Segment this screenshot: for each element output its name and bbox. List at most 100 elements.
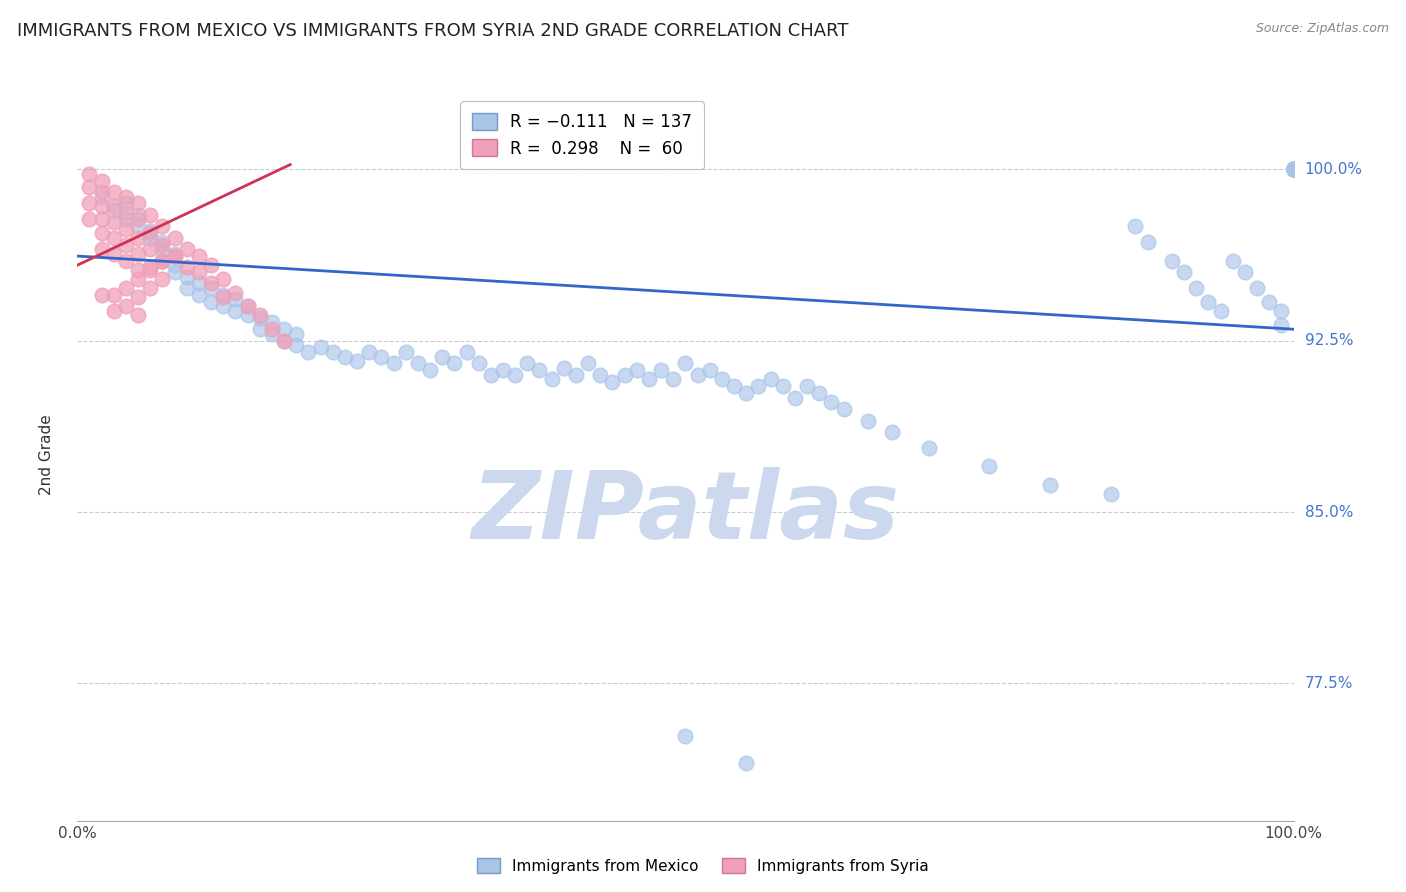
Point xyxy=(127,212,149,227)
Text: ZIPatlas: ZIPatlas xyxy=(471,467,900,559)
Point xyxy=(686,368,709,382)
Point xyxy=(79,167,101,181)
Point xyxy=(443,356,465,371)
Point xyxy=(176,260,198,275)
Point xyxy=(783,391,806,405)
Point xyxy=(1282,162,1305,177)
Point xyxy=(273,334,295,348)
Point xyxy=(1282,162,1305,177)
Point xyxy=(1209,304,1232,318)
Point xyxy=(723,379,745,393)
Point xyxy=(139,224,162,238)
Point xyxy=(589,368,612,382)
Point xyxy=(90,242,112,256)
Point xyxy=(176,281,198,295)
Point xyxy=(772,379,794,393)
Point xyxy=(163,247,186,261)
Point xyxy=(309,341,332,355)
Point xyxy=(127,196,149,211)
Point xyxy=(553,361,575,376)
Point xyxy=(1270,304,1292,318)
Point xyxy=(918,441,941,455)
Point xyxy=(90,288,112,302)
Point xyxy=(200,258,222,272)
Point xyxy=(79,196,101,211)
Point xyxy=(273,334,295,348)
Point xyxy=(152,219,174,234)
Point xyxy=(1185,281,1208,295)
Point xyxy=(1136,235,1159,250)
Point xyxy=(236,309,259,323)
Point xyxy=(163,249,186,263)
Point xyxy=(1099,487,1122,501)
Point xyxy=(285,326,308,341)
Point xyxy=(382,356,405,371)
Point xyxy=(285,338,308,352)
Point xyxy=(273,322,295,336)
Legend: Immigrants from Mexico, Immigrants from Syria: Immigrants from Mexico, Immigrants from … xyxy=(471,852,935,880)
Point xyxy=(1282,162,1305,177)
Point xyxy=(152,253,174,268)
Point xyxy=(430,350,453,364)
Point xyxy=(127,247,149,261)
Point xyxy=(103,247,125,261)
Point xyxy=(467,356,489,371)
Point xyxy=(115,237,138,252)
Point xyxy=(249,322,271,336)
Point xyxy=(856,414,879,428)
Point xyxy=(115,205,138,219)
Point xyxy=(1282,162,1305,177)
Text: 77.5%: 77.5% xyxy=(1305,676,1353,691)
Point xyxy=(127,309,149,323)
Point xyxy=(212,288,235,302)
Point xyxy=(176,242,198,256)
Point xyxy=(115,196,138,211)
Point xyxy=(699,363,721,377)
Point xyxy=(613,368,636,382)
Text: IMMIGRANTS FROM MEXICO VS IMMIGRANTS FROM SYRIA 2ND GRADE CORRELATION CHART: IMMIGRANTS FROM MEXICO VS IMMIGRANTS FRO… xyxy=(17,22,848,40)
Point xyxy=(103,288,125,302)
Point xyxy=(419,363,441,377)
Point xyxy=(249,310,271,325)
Point xyxy=(139,262,162,277)
Point xyxy=(735,386,758,401)
Point xyxy=(456,345,478,359)
Point xyxy=(79,180,101,194)
Point xyxy=(152,242,174,256)
Point xyxy=(735,756,758,771)
Point xyxy=(127,219,149,234)
Point xyxy=(406,356,429,371)
Point xyxy=(370,350,392,364)
Point xyxy=(1282,162,1305,177)
Point xyxy=(516,356,538,371)
Point xyxy=(1282,162,1305,177)
Point xyxy=(103,304,125,318)
Point xyxy=(529,363,551,377)
Point xyxy=(127,208,149,222)
Point xyxy=(212,272,235,286)
Point xyxy=(820,395,842,409)
Point xyxy=(139,231,162,245)
Point xyxy=(333,350,356,364)
Point xyxy=(139,208,162,222)
Point xyxy=(1222,253,1244,268)
Point xyxy=(224,293,246,307)
Text: 92.5%: 92.5% xyxy=(1305,333,1353,348)
Point xyxy=(103,185,125,199)
Point xyxy=(103,231,125,245)
Point xyxy=(492,363,515,377)
Point xyxy=(346,354,368,368)
Point xyxy=(675,356,697,371)
Point xyxy=(1282,162,1305,177)
Point xyxy=(103,203,125,218)
Point xyxy=(249,309,271,323)
Point xyxy=(139,260,162,275)
Point xyxy=(1282,162,1305,177)
Point xyxy=(260,326,283,341)
Point xyxy=(152,253,174,268)
Point xyxy=(212,299,235,313)
Point xyxy=(188,288,211,302)
Point xyxy=(115,221,138,235)
Point xyxy=(503,368,526,382)
Point xyxy=(176,269,198,284)
